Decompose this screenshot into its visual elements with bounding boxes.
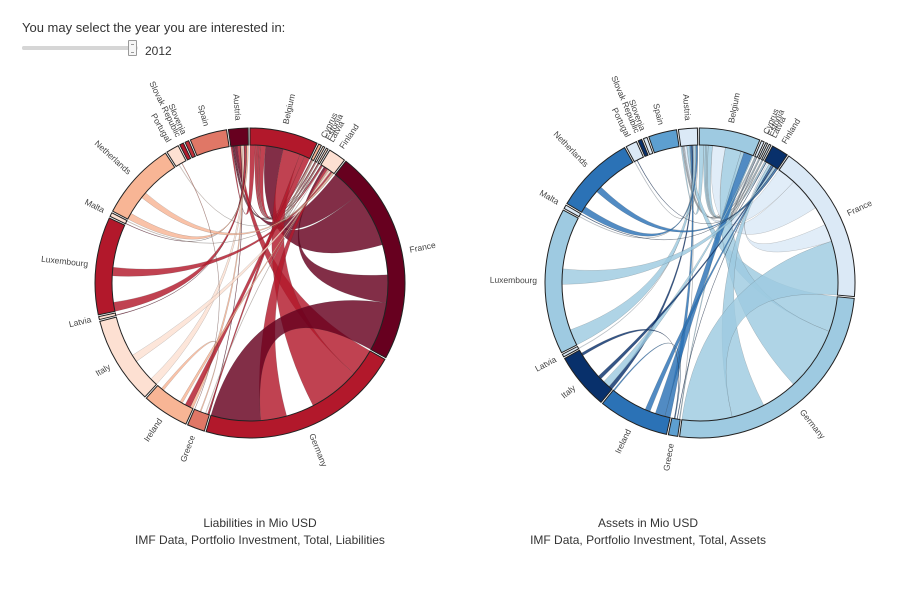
liabilities-label-greece-8: Greece	[178, 433, 197, 463]
assets-label-netherlands-14: Netherlands	[552, 129, 591, 169]
assets-arc-slovenia-17[interactable]	[642, 136, 654, 156]
assets-label-spain-18: Spain	[651, 102, 666, 126]
liabilities-title: Liabilities in Mio USD	[203, 516, 317, 530]
assets-label-luxembourg-12: Luxembourg	[490, 275, 538, 286]
liabilities-label-latvia-11: Latvia	[68, 314, 93, 329]
assets-arc-ireland-9[interactable]	[601, 389, 671, 435]
assets-label-belgium-1: Belgium	[726, 92, 742, 124]
liabilities-label-belgium-1: Belgium	[281, 93, 298, 125]
year-value: 2012	[145, 44, 172, 58]
liabilities-label-ireland-9: Ireland	[142, 416, 165, 443]
liabilities-arc-estonia-3[interactable]	[314, 145, 326, 163]
assets-label-malta-13: Malta	[538, 188, 561, 207]
assets-arc-estonia-3[interactable]	[757, 142, 769, 160]
liabilities-arc-finland-5[interactable]	[320, 149, 346, 175]
assets-arc-slovak-republic-16[interactable]	[637, 138, 649, 158]
liabilities-arc-ireland-9[interactable]	[145, 384, 194, 425]
assets-label-austria-0: Austria	[681, 94, 693, 121]
assets-label-latvia-11: Latvia	[533, 354, 558, 374]
assets-arc-italy-10[interactable]	[563, 349, 613, 404]
assets-label-france-6: France	[845, 198, 873, 218]
liabilities-arc-latvia-4[interactable]	[317, 147, 329, 165]
assets-arc-greece-8[interactable]	[667, 417, 681, 437]
liabilities-arc-slovak-republic-16[interactable]	[179, 142, 192, 161]
assets-subtitle: IMF Data, Portfolio Investment, Total, A…	[530, 533, 766, 547]
assets-ribbons	[561, 144, 839, 422]
assets-arc-luxembourg-12[interactable]	[544, 209, 579, 354]
assets-arc-austria-0[interactable]	[677, 127, 699, 147]
year-slider[interactable]: 2012	[22, 40, 182, 60]
liabilities-arc-slovenia-17[interactable]	[184, 140, 197, 159]
liabilities-arc-italy-10[interactable]	[99, 316, 158, 398]
assets-arc-portugal-15[interactable]	[625, 140, 645, 163]
assets-arc-germany-7[interactable]	[679, 296, 855, 439]
liabilities-arc-greece-8[interactable]	[186, 408, 210, 432]
liabilities-label-italy-10: Italy	[94, 361, 113, 378]
liabilities-arc-luxembourg-12[interactable]	[94, 217, 126, 316]
liabilities-arc-latvia-11[interactable]	[98, 312, 117, 321]
liabilities-chord-diagram: Austria BelgiumCyprusEstoniaLatviaFinland…	[41, 80, 437, 469]
assets-caption: Assets in Mio USD IMF Data, Portfolio In…	[468, 515, 828, 549]
year-slider-fill	[22, 46, 133, 50]
assets-arc-finland-5[interactable]	[763, 145, 788, 170]
year-prompt: You may select the year you are interest…	[22, 20, 286, 35]
year-slider-track[interactable]	[22, 46, 138, 50]
assets-chord-diagram: Austria Belgium CyprusEstoniaLatviaFinland…	[490, 74, 874, 471]
liabilities-label-luxembourg-12: Luxembourg	[41, 254, 89, 269]
year-slider-handle[interactable]	[128, 40, 138, 56]
liabilities-arc-malta-13[interactable]	[109, 212, 128, 225]
liabilities-label-netherlands-14: Netherlands	[93, 138, 134, 176]
assets-arc-latvia-4[interactable]	[760, 143, 772, 161]
liabilities-label-malta-13: Malta	[83, 197, 106, 215]
liabilities-ribbons	[111, 144, 389, 422]
liabilities-labels: Austria BelgiumCyprusEstoniaLatviaFinland…	[41, 80, 437, 469]
assets-arc-netherlands-14[interactable]	[566, 146, 634, 213]
assets-arc-spain-18[interactable]	[648, 129, 680, 154]
assets-arc-latvia-11[interactable]	[561, 345, 580, 358]
liabilities-arc-cyprus-2[interactable]	[310, 143, 323, 162]
liabilities-arc-belgium-1[interactable]	[249, 127, 318, 160]
assets-arc-cyprus-2[interactable]	[754, 140, 765, 159]
liabilities-label-spain-18: Spain	[196, 104, 212, 128]
assets-label-greece-8: Greece	[661, 442, 676, 471]
assets-arc-belgium-1[interactable]	[698, 127, 761, 157]
liabilities-arcs	[94, 127, 406, 439]
assets-label-italy-10: Italy	[559, 382, 578, 400]
assets-arcs	[544, 127, 856, 439]
assets-title: Assets in Mio USD	[597, 516, 699, 530]
liabilities-label-france-6: France	[409, 240, 437, 255]
liabilities-arc-france-6[interactable]	[334, 160, 406, 359]
assets-arc-malta-13[interactable]	[563, 204, 582, 218]
liabilities-arc-portugal-15[interactable]	[166, 144, 187, 168]
liabilities-arc-spain-18[interactable]	[189, 129, 230, 157]
liabilities-arc-germany-7[interactable]	[205, 350, 386, 439]
liabilities-caption: Liabilities in Mio USD IMF Data, Portfol…	[80, 515, 440, 549]
assets-label-germany-7: Germany	[798, 407, 828, 441]
liabilities-label-germany-7: Germany	[307, 432, 330, 469]
liabilities-arc-netherlands-14[interactable]	[111, 152, 176, 220]
liabilities-subtitle: IMF Data, Portfolio Investment, Total, L…	[135, 533, 385, 547]
liabilities-label-austria-0: Austria	[231, 94, 243, 121]
assets-label-ireland-9: Ireland	[613, 427, 633, 455]
assets-arc-france-6[interactable]	[778, 155, 856, 298]
liabilities-arc-austria-0[interactable]	[227, 127, 249, 147]
